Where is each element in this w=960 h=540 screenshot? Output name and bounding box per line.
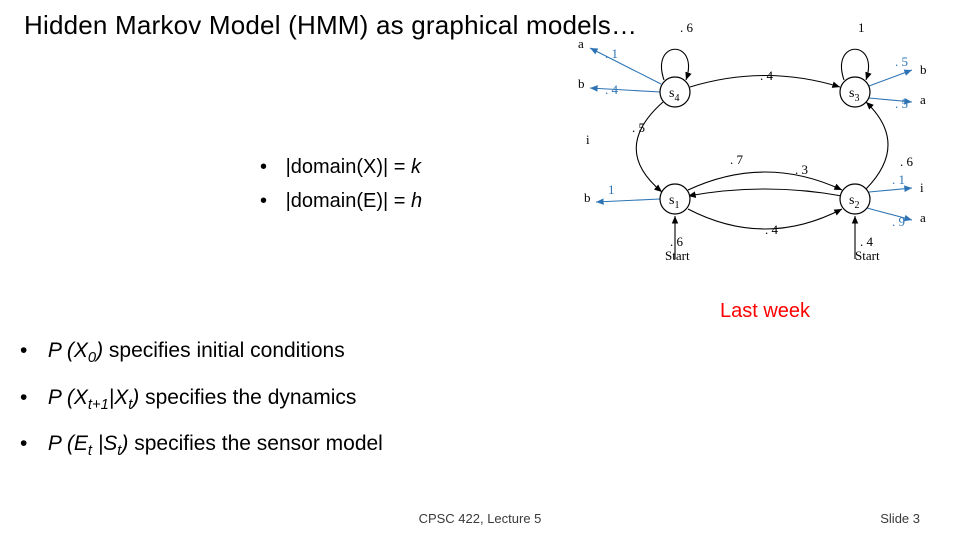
edge-s4-s1 (636, 102, 663, 192)
left-sym-i: i (586, 132, 590, 147)
state-diagram-svg: . 6 1 . 4 . 5 . 7 . 3 . 4 . 6 . 6 Start (560, 24, 940, 304)
domain-line-1: • |domain(X)| = k (260, 150, 422, 184)
emit-s2-a (867, 208, 912, 220)
slide-title: Hidden Markov Model (HMM) as graphical m… (24, 10, 637, 41)
node-s2: s2 (840, 184, 870, 214)
right-prob-i: . 1 (892, 172, 905, 187)
node-s1: s1 (660, 184, 690, 214)
edge-s2-s3 (866, 102, 888, 189)
start-s2-text: Start (855, 248, 880, 263)
bullet-icon: • (20, 328, 42, 374)
edge-s4-s3-label: . 4 (760, 68, 774, 83)
bullet-icon: • (20, 421, 42, 467)
state-diagram: . 6 1 . 4 . 5 . 7 . 3 . 4 . 6 . 6 Start (560, 24, 940, 304)
right-prob-a2: . 9 (892, 214, 905, 229)
start-s1-text: Start (665, 248, 690, 263)
domain-text-1: |domain(X)| = (286, 156, 411, 178)
bullet-initial: • P (X0) specifies initial conditions (20, 328, 383, 375)
p-xt1-xt: P (Xt+1|Xt) (48, 386, 139, 409)
domain-var-h: h (411, 190, 422, 212)
bullet-dynamics: • P (Xt+1|Xt) specifies the dynamics (20, 375, 383, 422)
edge-s4-self-label: . 6 (680, 20, 694, 35)
bullet-initial-rest: specifies initial conditions (103, 339, 345, 362)
footer-slide-num: Slide 3 (880, 511, 920, 526)
bullet-icon: • (20, 375, 42, 421)
left-sym-a: a (578, 36, 584, 51)
emit-s4-b (590, 88, 660, 92)
p-x0: P (X0) (48, 339, 103, 362)
edge-s4-s1-label: . 5 (632, 120, 645, 135)
bullet-icon: • (260, 150, 280, 184)
bullet-dynamics-rest: specifies the dynamics (139, 386, 356, 409)
right-prob-a: . 5 (895, 96, 908, 111)
edge-s3-self (842, 49, 869, 80)
domain-line-2: • |domain(E)| = h (260, 184, 422, 218)
edge-s1-s2-top (688, 172, 842, 190)
right-prob-b: . 5 (895, 54, 908, 69)
edge-s1-s2-top-label: . 7 (730, 152, 744, 167)
left-prob-a: . 1 (605, 46, 618, 61)
node-s4: s4 (660, 77, 690, 107)
left-prob-b2: 1 (608, 182, 615, 197)
edge-s1-s2-bot-label: . 4 (765, 222, 779, 237)
edge-s2-s1-mid (688, 189, 842, 196)
domain-var-k: k (411, 156, 421, 178)
bullet-sensor: • P (Et |St) specifies the sensor model (20, 421, 383, 468)
edge-s3-self-label: 1 (858, 20, 865, 35)
edge-s2-s3-label: . 6 (900, 154, 914, 169)
spec-bullets: • P (X0) specifies initial conditions • … (20, 328, 383, 468)
right-sym-b: b (920, 62, 927, 77)
domain-text-2: |domain(E)| = (286, 190, 411, 212)
emit-s1-b (596, 199, 660, 202)
emit-s3-b (869, 70, 912, 86)
edge-s4-self (662, 49, 689, 80)
bullet-sensor-rest: specifies the sensor model (128, 432, 382, 455)
left-sym-b: b (578, 76, 585, 91)
node-s3: s3 (840, 77, 870, 107)
emit-s4-a (590, 48, 661, 84)
edge-s2-s1-mid-label: . 3 (795, 162, 808, 177)
right-sym-a: a (920, 92, 926, 107)
domain-box: • |domain(X)| = k • |domain(E)| = h (260, 150, 422, 218)
start-s1-prob: . 6 (670, 234, 684, 249)
left-sym-b2: b (584, 190, 591, 205)
footer-course: CPSC 422, Lecture 5 (0, 511, 960, 526)
p-et-st: P (Et |St) (48, 432, 129, 455)
right-sym-i: i (920, 180, 924, 195)
emit-s2-i (869, 188, 912, 192)
right-sym-a2: a (920, 210, 926, 225)
bullet-icon: • (260, 184, 280, 218)
left-prob-b: . 4 (605, 82, 619, 97)
start-s2-prob: . 4 (860, 234, 874, 249)
